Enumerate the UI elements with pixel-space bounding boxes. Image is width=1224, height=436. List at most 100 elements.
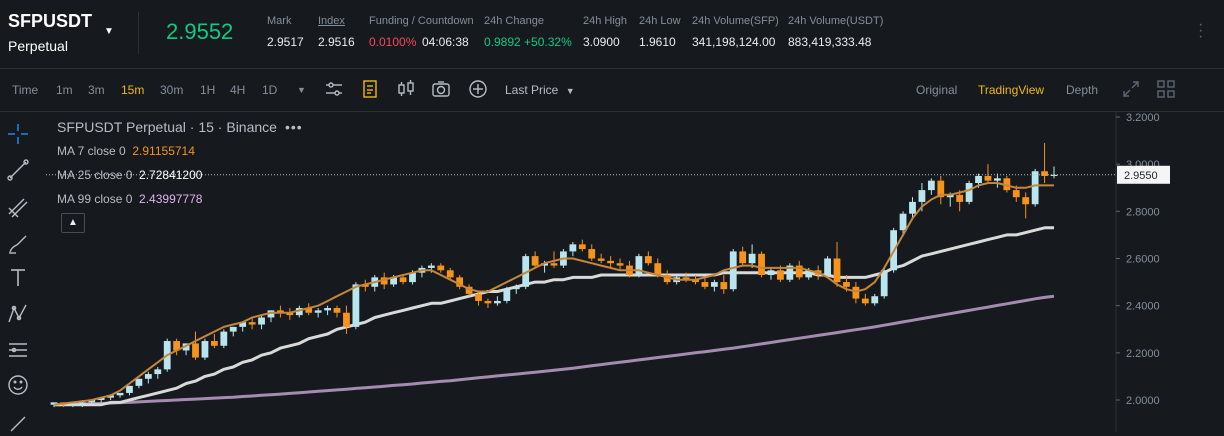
- candle-body: [937, 180, 945, 198]
- price-chart[interactable]: 3.20003.00002.80002.60002.40002.20002.00…: [46, 112, 1170, 432]
- candle-body: [229, 326, 237, 332]
- brush-icon[interactable]: [6, 232, 30, 256]
- screenshot-icon[interactable]: [431, 79, 451, 99]
- candle-body: [258, 317, 265, 325]
- ruler-icon[interactable]: [6, 412, 30, 436]
- candle-body: [409, 272, 416, 283]
- candle-body: [578, 244, 586, 250]
- interval-4h[interactable]: 4H: [230, 83, 246, 97]
- interval-1d[interactable]: 1D: [262, 83, 278, 97]
- interval-1m[interactable]: 1m: [56, 83, 73, 97]
- contract-type[interactable]: Perpetual: [8, 38, 68, 54]
- low-value: 1.9610: [639, 35, 676, 49]
- price-tick-label: 2.2000: [1126, 348, 1160, 360]
- high-value: 3.0900: [583, 35, 620, 49]
- interval-3m[interactable]: 3m: [88, 83, 105, 97]
- trend-line-icon[interactable]: [6, 158, 30, 182]
- index-label[interactable]: Index: [318, 15, 345, 27]
- candle-body: [380, 277, 388, 285]
- fullscreen-icon[interactable]: [1121, 79, 1141, 99]
- candle-body: [305, 308, 313, 313]
- candle-body: [531, 256, 539, 266]
- tab-depth[interactable]: Depth: [1066, 83, 1099, 97]
- add-icon[interactable]: [468, 79, 488, 99]
- candle-body: [522, 256, 530, 287]
- tab-original[interactable]: Original: [916, 83, 958, 97]
- candle-body: [956, 194, 964, 202]
- candle-body: [710, 282, 718, 287]
- candle-body: [795, 265, 803, 278]
- candle-body: [1041, 171, 1048, 176]
- candle-body: [512, 286, 520, 290]
- candle-body: [663, 275, 671, 283]
- ma25-legend: MA 25 close 0 2.72841200: [57, 168, 202, 182]
- measure-tool-icon[interactable]: [6, 338, 30, 362]
- candle-body: [880, 270, 888, 297]
- candle-body: [239, 322, 247, 327]
- candle-body: [739, 251, 747, 264]
- interval-30m[interactable]: 30m: [160, 83, 184, 97]
- indicators-icon[interactable]: [360, 79, 380, 99]
- time-label[interactable]: Time: [12, 83, 39, 97]
- candle-body: [154, 369, 162, 375]
- chart-title-text: SFPUSDT Perpetual · 15 · Binance: [57, 119, 277, 135]
- ma7-label: MA 7 close 0: [57, 144, 126, 158]
- tab-tradingview[interactable]: TradingView: [978, 83, 1045, 97]
- candle-body: [786, 265, 794, 280]
- candle-body: [267, 310, 275, 318]
- mark-label: Mark: [267, 15, 292, 27]
- interval-dropdown-icon[interactable]: ▼: [297, 85, 306, 95]
- emoji-icon[interactable]: [6, 373, 30, 397]
- price-tick-label: 2.6000: [1126, 254, 1160, 266]
- interval-15m[interactable]: 15m: [121, 83, 145, 97]
- last-price: 2.9552: [166, 19, 234, 44]
- candle-body: [758, 253, 765, 276]
- candle-body: [616, 263, 624, 266]
- price-tick-label: 3.2000: [1126, 112, 1160, 124]
- more-options-icon[interactable]: · · ·: [1198, 16, 1204, 45]
- chart-toolbar: Time 1m 3m 15m 30m 1H 4H 1D ▼ Last Price…: [0, 69, 1224, 112]
- candle-body: [201, 341, 209, 358]
- candle-body: [144, 374, 152, 379]
- collapse-legend-button[interactable]: ▲: [61, 213, 85, 233]
- text-tool-icon[interactable]: [6, 266, 30, 290]
- interval-1h[interactable]: 1H: [200, 83, 216, 97]
- funding-countdown: 04:06:38: [422, 35, 469, 49]
- layout-grid-icon[interactable]: [1156, 79, 1176, 99]
- candle-body: [748, 253, 756, 264]
- chevron-down-icon: ▼: [565, 86, 575, 96]
- candle-body: [597, 258, 605, 261]
- indicator-settings-icon[interactable]: [324, 79, 344, 99]
- candle-body: [69, 404, 77, 406]
- candle-body: [729, 251, 737, 290]
- symbol-name[interactable]: SFPUSDT: [8, 11, 93, 31]
- candle-body: [833, 258, 841, 283]
- crosshair-icon[interactable]: [6, 122, 30, 146]
- legend-more-icon[interactable]: •••: [284, 119, 303, 135]
- candle-body: [644, 256, 652, 264]
- price-type-label: Last Price: [505, 83, 559, 97]
- fib-tool-icon[interactable]: [6, 196, 30, 220]
- candle-body: [918, 190, 926, 202]
- pattern-tool-icon[interactable]: [6, 302, 30, 326]
- candles: [50, 142, 1058, 408]
- ma99-legend: MA 99 close 0 2.43997778: [57, 192, 202, 206]
- symbol-dropdown-icon[interactable]: ▼: [104, 26, 114, 37]
- current-price-box: [1117, 165, 1170, 184]
- candle-type-icon[interactable]: [396, 79, 416, 99]
- volume-sfp-value: 341,198,124.00: [692, 35, 776, 49]
- candle-body: [475, 293, 482, 301]
- candle-body: [607, 260, 614, 264]
- candle-body: [861, 298, 869, 304]
- candle-body: [192, 343, 199, 358]
- candle-body: [116, 392, 124, 396]
- candle-body: [909, 201, 916, 214]
- candle-body: [682, 277, 690, 280]
- candle-body: [446, 270, 454, 278]
- candle-body: [78, 402, 86, 405]
- candle-body: [210, 341, 218, 346]
- candle-body: [314, 310, 322, 313]
- candle-body: [390, 277, 398, 285]
- chart-title: SFPUSDT Perpetual · 15 · Binance •••: [57, 119, 303, 135]
- price-type-select[interactable]: Last Price ▼: [505, 83, 575, 97]
